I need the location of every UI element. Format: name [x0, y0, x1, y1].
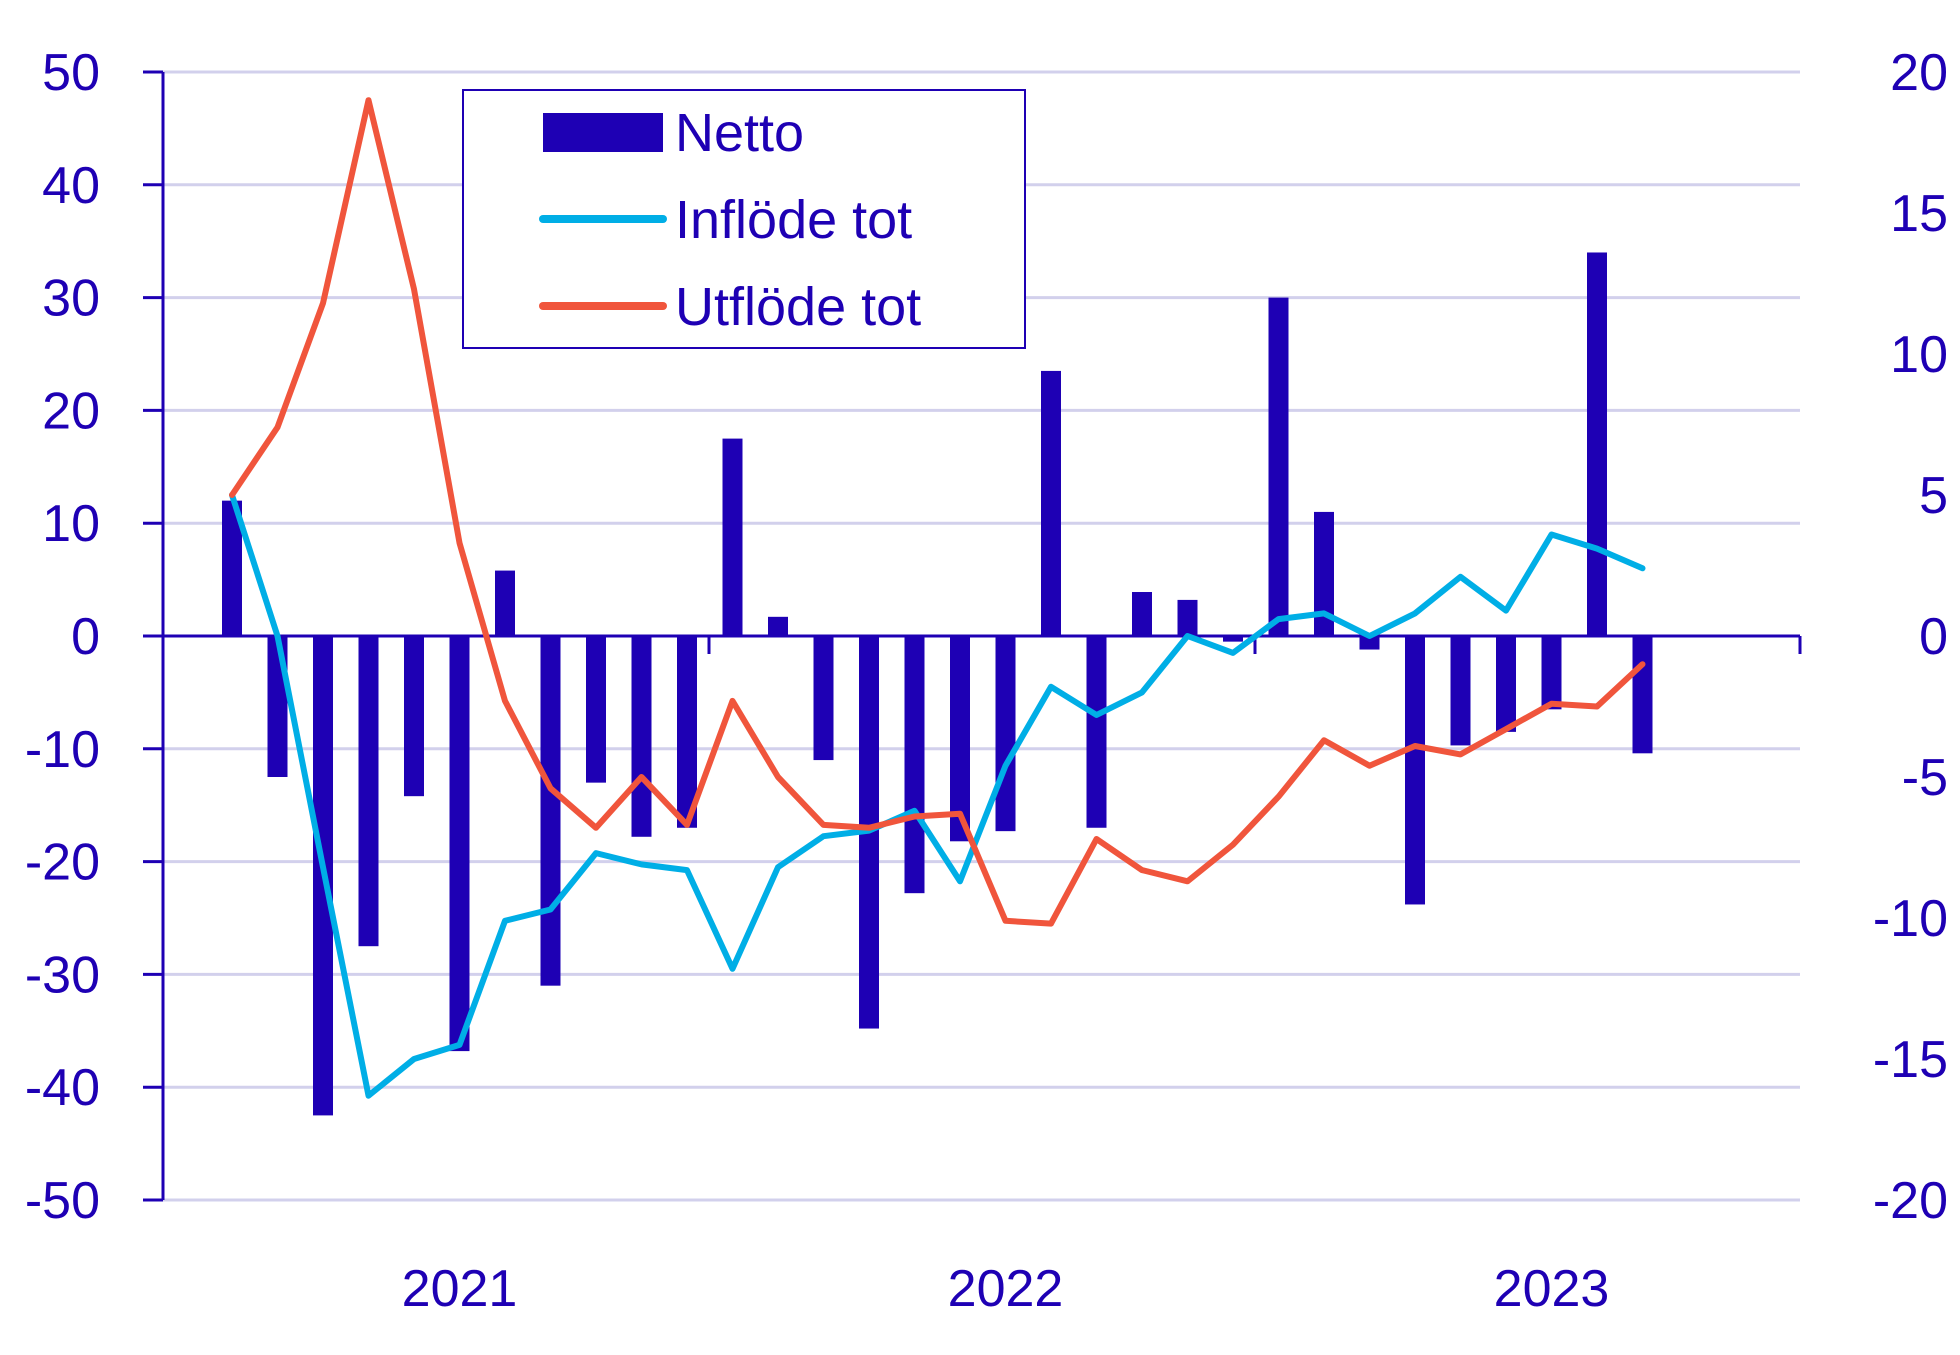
bar-netto-26 [1405, 636, 1425, 905]
x-label-2023: 2023 [1494, 1260, 1610, 1318]
right-tick-label-0: 20 [1890, 44, 1948, 102]
line-inflode [229, 492, 1646, 1099]
left-tick-label-1: 40 [42, 157, 100, 215]
bar-netto-10 [677, 636, 697, 828]
left-tick-label-7: -20 [25, 834, 100, 892]
legend-label-netto: Netto [675, 103, 804, 163]
bar-netto-3 [358, 636, 379, 947]
legend: Netto Inflöde tot Utflöde tot [462, 89, 1026, 349]
bar-netto-23 [1268, 297, 1289, 636]
bar-netto-21 [1177, 599, 1198, 636]
x-label-2022: 2022 [948, 1260, 1064, 1318]
right-y-axis-ticks: 20 15 10 5 0 -5 -10 -15 -20 [1873, 44, 1948, 1230]
bar-netto-7 [540, 636, 561, 986]
x-axis-labels: 2021 2022 2023 [402, 1260, 1610, 1318]
series-lines [229, 97, 1646, 1099]
bar-netto-15 [904, 636, 925, 894]
right-tick-label-5: -5 [1902, 749, 1948, 807]
left-tick-label-0: 50 [42, 44, 100, 102]
left-tick-label-3: 20 [42, 382, 100, 440]
bar-netto-27 [1450, 636, 1471, 746]
left-y-axis-ticks: 50 40 30 20 10 0 -10 -20 -30 -40 -50 [25, 44, 100, 1230]
netto-bars [222, 252, 1653, 1116]
bar-netto-12 [768, 616, 788, 636]
bar-netto-4 [404, 636, 424, 797]
bar-netto-18 [1041, 370, 1061, 636]
left-tick-label-10: -50 [25, 1172, 100, 1230]
bar-netto-13 [813, 636, 834, 761]
bar-netto-16 [950, 636, 970, 842]
left-tick-label-2: 30 [42, 270, 100, 328]
bar-netto-31 [1632, 636, 1653, 754]
bar-netto-6 [495, 570, 515, 636]
bar-netto-0 [222, 500, 242, 636]
bar-netto-19 [1086, 636, 1107, 828]
left-tick-label-9: -40 [25, 1059, 100, 1117]
legend-label-inflode: Inflöde tot [675, 190, 912, 250]
bar-netto-20 [1132, 592, 1152, 636]
right-tick-label-7: -15 [1873, 1031, 1948, 1089]
right-tick-label-1: 15 [1890, 185, 1948, 243]
right-tick-label-4: 0 [1919, 608, 1948, 666]
left-tick-label-8: -30 [25, 946, 100, 1004]
legend-label-utflode: Utflöde tot [675, 277, 921, 337]
x-label-2021: 2021 [402, 1260, 518, 1318]
bar-netto-30 [1587, 252, 1607, 637]
right-tick-label-2: 10 [1890, 326, 1948, 384]
axes [143, 70, 1802, 1202]
right-tick-label-3: 5 [1919, 467, 1948, 525]
bar-netto-5 [449, 636, 470, 1052]
left-tick-label-4: 10 [42, 495, 100, 553]
right-tick-label-8: -20 [1873, 1172, 1948, 1230]
left-tick-label-6: -10 [25, 721, 100, 779]
bar-netto-29 [1541, 636, 1562, 710]
bar-netto-25 [1359, 636, 1380, 650]
bar-netto-24 [1314, 511, 1334, 636]
bar-netto-9 [631, 636, 652, 837]
bar-netto-11 [722, 438, 743, 636]
bar-netto-22 [1223, 636, 1243, 642]
left-tick-label-5: 0 [71, 608, 100, 666]
line-utflode [229, 97, 1646, 927]
bar-netto-8 [586, 636, 606, 783]
right-tick-label-6: -10 [1873, 890, 1948, 948]
legend-swatch-netto [543, 113, 663, 152]
bar-netto-28 [1496, 636, 1516, 732]
bar-netto-17 [995, 636, 1016, 832]
